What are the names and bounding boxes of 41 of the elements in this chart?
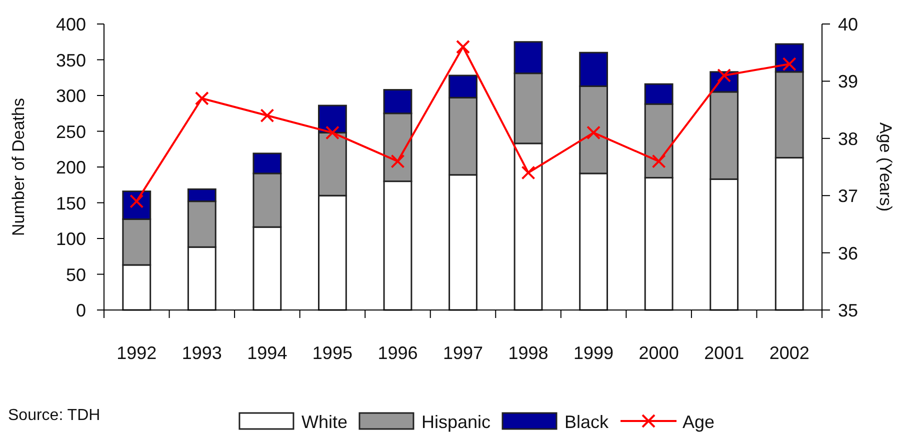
x-tick-label: 1993	[182, 343, 222, 363]
point	[652, 154, 666, 168]
x-tick-label: 1998	[508, 343, 548, 363]
y2-tick-label: 36	[838, 243, 858, 264]
x-tick-label: 1992	[116, 343, 157, 363]
y-tick-label: 300	[56, 86, 86, 106]
x-tick-label: 1996	[378, 343, 418, 363]
y-tick-label: 0	[76, 300, 86, 320]
x-tick-label: 1997	[442, 343, 484, 363]
point	[194, 91, 209, 106]
x-tick-label: 1995	[312, 343, 352, 363]
y-tick-label: 250	[56, 122, 86, 142]
y2-tick-label: 38	[838, 128, 858, 149]
x-tick-label: 1994	[247, 343, 288, 363]
source-note: Source: TDH	[8, 407, 100, 424]
point	[521, 166, 536, 180]
legend-label: Age	[682, 412, 715, 432]
legend-label: White	[301, 412, 348, 432]
y-tick-label: 350	[56, 50, 86, 70]
y-tick-label: 400	[56, 14, 86, 34]
point	[586, 126, 601, 140]
y-tick-label: 100	[56, 229, 86, 249]
point	[456, 40, 470, 54]
y2-tick-label: 39	[838, 72, 858, 92]
y-tick-label: 150	[56, 193, 86, 214]
x-tick-label: 2001	[704, 343, 744, 363]
point	[260, 108, 274, 123]
x-tick-label: 2002	[769, 343, 810, 363]
y2-tick-label: 40	[838, 14, 858, 34]
x-tick-label: 1999	[574, 343, 614, 363]
y-tick-label: 50	[66, 264, 86, 285]
y-axis-title: Number of Deaths	[9, 98, 28, 236]
legend-label: Hispanic	[421, 412, 490, 432]
y2-axis-title: Age (Years)	[876, 122, 895, 212]
y-tick-label: 200	[56, 158, 86, 178]
y2-tick-label: 35	[838, 300, 858, 320]
point	[390, 154, 405, 168]
point	[325, 126, 340, 140]
legend-label: Black	[564, 412, 610, 432]
x-tick-label: 2000	[638, 343, 679, 363]
y2-tick-label: 37	[838, 186, 858, 206]
